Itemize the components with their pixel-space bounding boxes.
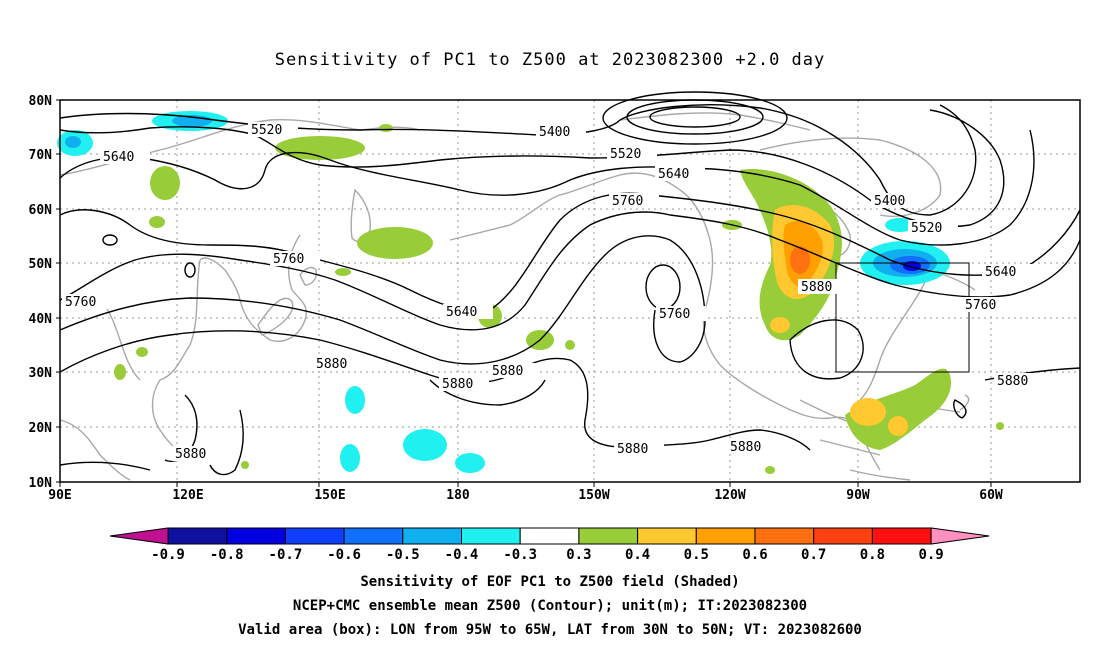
lat-label: 80N: [29, 94, 53, 109]
contour-label: 5520: [251, 123, 282, 138]
caption-line-2: NCEP+CMC ensemble mean Z500 (Contour); u…: [292, 598, 808, 614]
contour-label: 5880: [492, 364, 523, 379]
contour-label: 5400: [539, 125, 570, 140]
gridlines: [60, 100, 1080, 482]
colorbar-swatch: [519, 527, 580, 545]
lat-label: 30N: [29, 366, 53, 381]
longitude-labels: 90E 120E 150E 180 150W 120W 90W 60W: [48, 488, 1003, 503]
lon-label: 120W: [714, 488, 745, 503]
contour-label: 5640: [985, 265, 1016, 280]
colorbar-label: 0.6: [742, 547, 767, 563]
colorbar-label: 0.9: [918, 547, 943, 563]
colorbar-swatch: [637, 527, 697, 545]
lat-label: 60N: [29, 203, 53, 218]
lon-label: 90E: [48, 488, 71, 503]
colorbar-label: 0.4: [625, 547, 650, 563]
caption-line-1: Sensitivity of EOF PC1 to Z500 field (Sh…: [360, 574, 740, 590]
lon-label: 60W: [979, 488, 1003, 503]
lat-label: 40N: [29, 312, 53, 327]
lon-label: 180: [446, 488, 470, 503]
contour-label: 5640: [446, 305, 477, 320]
lat-label: 50N: [29, 257, 53, 272]
colorbar-label: -0.7: [269, 547, 303, 563]
contour-labels: 5520 5640 5400 5520 5640 5760 5400 5520 …: [62, 122, 1044, 462]
colorbar-low-arrow: [109, 527, 169, 545]
colorbar-label: -0.8: [210, 547, 244, 563]
contour-label: 5760: [273, 252, 304, 267]
colorbar-swatch: [695, 527, 756, 545]
colorbar-swatch: [284, 527, 345, 545]
lon-label: 90W: [846, 488, 870, 503]
contour-label: 5760: [965, 298, 996, 313]
lon-label: 150W: [578, 488, 609, 503]
contour-label: 5760: [65, 295, 96, 310]
colorbar-high-arrow: [930, 527, 990, 545]
colorbar-swatch: [754, 527, 815, 545]
latitude-labels: 80N 70N 60N 50N 40N 30N 20N 10N: [29, 94, 53, 491]
colorbar-label: 0.5: [684, 547, 709, 563]
contour-label: 5880: [801, 280, 832, 295]
contour-label: 5880: [730, 440, 761, 455]
lon-label: 120E: [172, 488, 203, 503]
colorbar-label: 0.8: [860, 547, 885, 563]
contour-label: 5880: [175, 447, 206, 462]
contour-label: 5880: [617, 442, 648, 457]
colorbar-label: 0.3: [566, 547, 591, 563]
caption-line-3: Valid area (box): LON from 95W to 65W, L…: [238, 622, 862, 638]
colorbar-label: -0.3: [503, 547, 537, 563]
colorbar-label: 0.7: [801, 547, 826, 563]
contour-label: 5880: [442, 377, 473, 392]
colorbar-label: -0.4: [445, 547, 479, 563]
contour-label: 5640: [658, 167, 689, 182]
map-title: Sensitivity of PC1 to Z500 at 2023082300…: [274, 50, 826, 70]
colorbar-swatch: [343, 527, 404, 545]
contour-label: 5640: [103, 150, 134, 165]
lat-label: 70N: [29, 148, 53, 163]
colorbar-label: -0.9: [151, 547, 185, 563]
colorbar-label: -0.5: [386, 547, 420, 563]
colorbar-swatch: [226, 527, 286, 545]
contour-label: 5520: [610, 147, 641, 162]
colorbar-swatch: [871, 527, 932, 545]
contour-label: 5520: [911, 221, 942, 236]
contour-label: 5880: [316, 357, 347, 372]
lat-label: 10N: [29, 476, 53, 491]
colorbar-swatch: [813, 527, 873, 545]
colorbar-swatch: [402, 527, 462, 545]
colorbar-label: -0.6: [327, 547, 361, 563]
z500-contours: [59, 91, 1081, 476]
lon-label: 150E: [314, 488, 345, 503]
valid-area-box: [835, 262, 970, 373]
colorbar-swatch: [461, 527, 521, 545]
colorbar-swatch: [167, 527, 228, 545]
colorbar-swatch: [578, 527, 639, 545]
contour-label: 5760: [659, 307, 690, 322]
map-frame: [59, 99, 1081, 483]
contour-label: 5880: [997, 374, 1028, 389]
axis-ticks: [56, 99, 992, 487]
contour-label: 5760: [612, 194, 643, 209]
contour-label: 5400: [874, 194, 905, 209]
colorbar: -0.9 -0.8 -0.7 -0.6 -0.5 -0.4 -0.3 0.3 0.4 0.5 0.6…: [109, 527, 990, 563]
lat-label: 20N: [29, 421, 53, 436]
